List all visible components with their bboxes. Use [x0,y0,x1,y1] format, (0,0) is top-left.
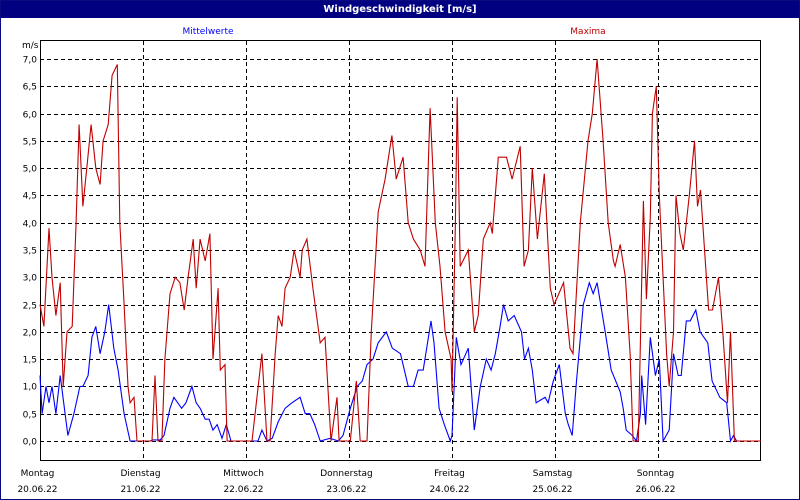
grid [40,41,760,460]
y-axis-label: m/s [22,41,39,51]
x-tick-date: 24.06.22 [429,485,469,495]
y-tick-label: 1,5 [23,356,37,366]
plot-frame [40,40,761,461]
y-tick-label: 0,5 [23,411,37,421]
legend-mittelwerte: Mittelwerte [182,27,233,37]
y-tick-label: 6,5 [23,83,37,93]
x-tick-date: 26.06.22 [635,485,675,495]
x-tick-date: 20.06.22 [17,485,57,495]
y-tick-label: 5,0 [23,165,38,175]
window-title: Windgeschwindigkeit [m/s] [1,1,799,18]
y-tick-label: 2,0 [23,329,38,339]
y-tick-label: 1,0 [23,383,38,393]
x-tick-date: 21.06.22 [120,485,160,495]
series-line-mittelwerte [39,280,761,443]
x-tick-day: Mittwoch [223,469,264,479]
y-tick-label: 5,5 [23,138,37,148]
x-tick-day: Sonntag [637,469,674,479]
x-tick-date: 25.06.22 [532,485,572,495]
x-tick-date: 23.06.22 [326,485,366,495]
y-tick-label: 0,0 [23,438,38,448]
x-tick-day: Dienstag [120,469,160,479]
x-tick-day: Samstag [533,469,572,479]
legend-maxima: Maxima [570,27,605,37]
y-tick-label: 3,0 [23,274,38,284]
y-tick-label: 6,0 [23,111,38,121]
y-tick-label: 4,0 [23,220,38,230]
y-tick-label: 3,5 [23,247,37,257]
y-tick-label: 7,0 [23,56,38,66]
y-tick-label: 4,5 [23,192,37,202]
series-line-maxima [39,58,761,442]
x-tick-date: 22.06.22 [223,485,263,495]
x-tick-day: Montag [21,469,55,479]
x-tick-day: Freitag [434,469,465,479]
y-tick-label: 2,5 [23,302,37,312]
x-tick-day: Donnerstag [320,469,373,479]
